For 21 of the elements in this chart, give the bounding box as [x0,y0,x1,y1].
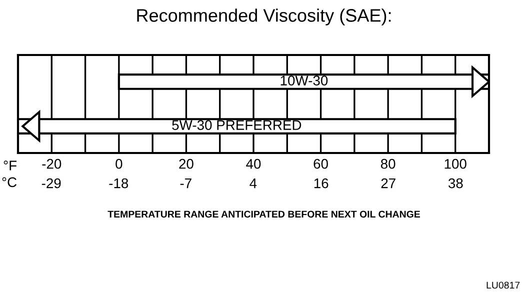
x-tick-label: 0 [116,158,122,169]
x2-tick-label: 4 [250,178,257,188]
x-axis-title: °F [4,160,17,170]
x-tick-label: 60 [314,158,328,169]
x-tick-label: 100 [444,158,466,169]
x-tick-label: 80 [380,158,396,169]
x-tick-label: -20 [42,158,62,169]
x2-tick-label: 27 [381,178,396,188]
chart-title: Recommended Viscosity (SAE): [137,8,391,26]
x2-tick-label: -18 [109,178,128,188]
text: LU0817 [486,282,520,289]
x2-tick-label: -29 [42,178,61,188]
x2-axis-title: °C [2,177,17,188]
x-tick-label: 40 [246,158,261,169]
x2-tick-label: 16 [314,178,328,188]
x-tick-label: 20 [179,158,194,169]
x2-tick-label: 38 [448,178,463,188]
y-tick-label: 10W-30 [280,76,328,86]
x2-tick-label: -7 [180,178,192,188]
y-tick-label: 5W-30 PREFERRED [172,120,302,130]
text: TEMPERATURE RANGE ANTICIPATED BEFORE NEXT OIL CHANGE [108,210,420,218]
